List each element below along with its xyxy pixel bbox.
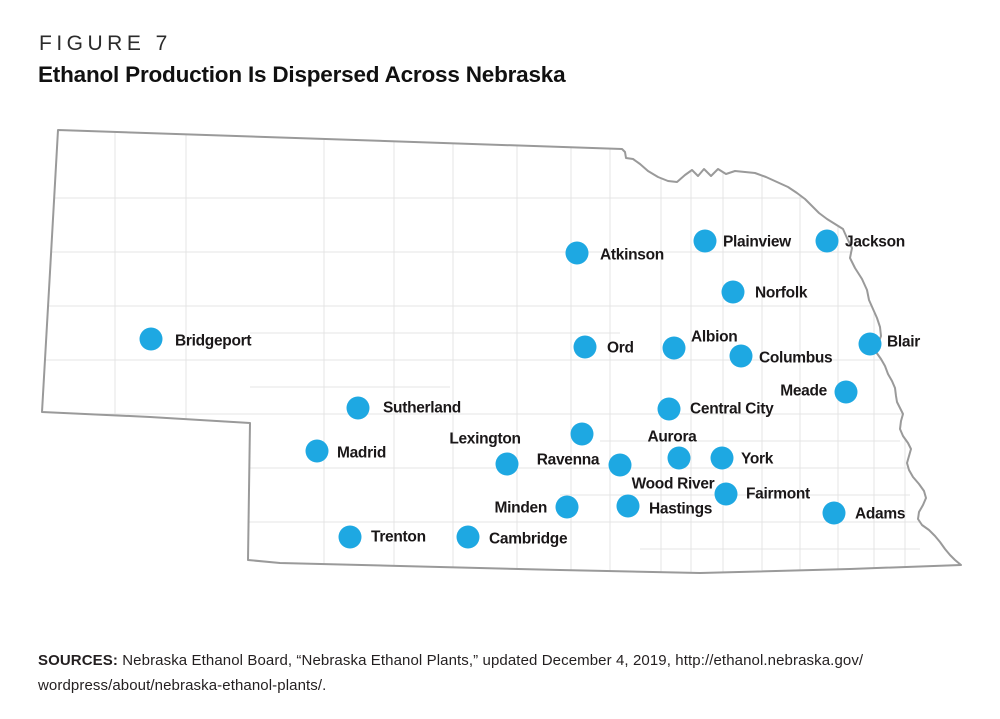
plant-label-trenton: Trenton [371, 529, 426, 546]
plant-dot-hastings [616, 494, 640, 518]
plant-dot-central-city [657, 397, 681, 421]
plant-dot-aurora [667, 446, 691, 470]
plant-label-albion: Albion [691, 329, 737, 346]
plant-label-jackson: Jackson [845, 234, 905, 251]
plant-label-atkinson: Atkinson [600, 247, 664, 264]
plant-label-york: York [741, 451, 774, 468]
plant-dot-columbus [729, 344, 753, 368]
plant-label-adams: Adams [855, 506, 905, 523]
plant-label-cambridge: Cambridge [489, 531, 568, 548]
plant-dot-albion [662, 336, 686, 360]
sources-note: SOURCES: Nebraska Ethanol Board, “Nebras… [38, 649, 968, 699]
plant-dot-wood-river [608, 453, 632, 477]
plant-label-ravenna: Ravenna [537, 452, 600, 469]
plant-label-sutherland: Sutherland [383, 400, 461, 417]
figure-number: FIGURE 7 [39, 32, 172, 55]
plant-dot-jackson [815, 229, 839, 253]
sources-line2: wordpress/about/nebraska-ethanol-plants/… [38, 676, 327, 694]
plant-dot-lexington [495, 452, 519, 476]
plant-label-madrid: Madrid [337, 445, 386, 462]
plant-label-hastings: Hastings [649, 501, 712, 518]
plant-dot-sutherland [346, 396, 370, 420]
plant-dot-blair [858, 332, 882, 356]
plant-dot-minden [555, 495, 579, 519]
plant-label-minden: Minden [495, 500, 547, 517]
plant-dot-fairmont [714, 482, 738, 506]
plant-label-blair: Blair [887, 334, 920, 351]
county-lines [42, 130, 961, 573]
plant-dot-bridgeport [139, 327, 163, 351]
plant-dot-york [710, 446, 734, 470]
plant-label-meade: Meade [780, 383, 827, 400]
plant-dot-madrid [305, 439, 329, 463]
plant-dot-norfolk [721, 280, 745, 304]
plant-dot-ravenna [570, 422, 594, 446]
plant-label-fairmont: Fairmont [746, 486, 810, 503]
plant-dot-cambridge [456, 525, 480, 549]
plant-dot-trenton [338, 525, 362, 549]
plant-label-aurora: Aurora [647, 429, 697, 446]
plant-label-lexington: Lexington [449, 431, 520, 448]
plant-dot-adams [822, 501, 846, 525]
plant-label-norfolk: Norfolk [755, 285, 808, 302]
sources-line1: Nebraska Ethanol Board, “Nebraska Ethano… [117, 652, 864, 669]
plant-label-ord: Ord [607, 340, 634, 357]
figure-title: Ethanol Production Is Dispersed Across N… [38, 62, 566, 87]
plant-label-bridgeport: Bridgeport [175, 333, 251, 350]
plant-dot-meade [834, 380, 858, 404]
plant-label-columbus: Columbus [759, 350, 832, 367]
plant-dot-plainview [693, 229, 717, 253]
plant-label-central-city: Central City [690, 401, 774, 418]
plant-dot-ord [573, 335, 597, 359]
plant-label-plainview: Plainview [723, 234, 792, 251]
sources-label: SOURCES: [38, 652, 118, 669]
plant-dot-atkinson [565, 241, 589, 265]
ethanol-plant-markers: Atkinson Plainview Jackson Norfolk Bridgepor… [139, 229, 921, 549]
plant-label-wood-river: Wood River [632, 476, 715, 493]
